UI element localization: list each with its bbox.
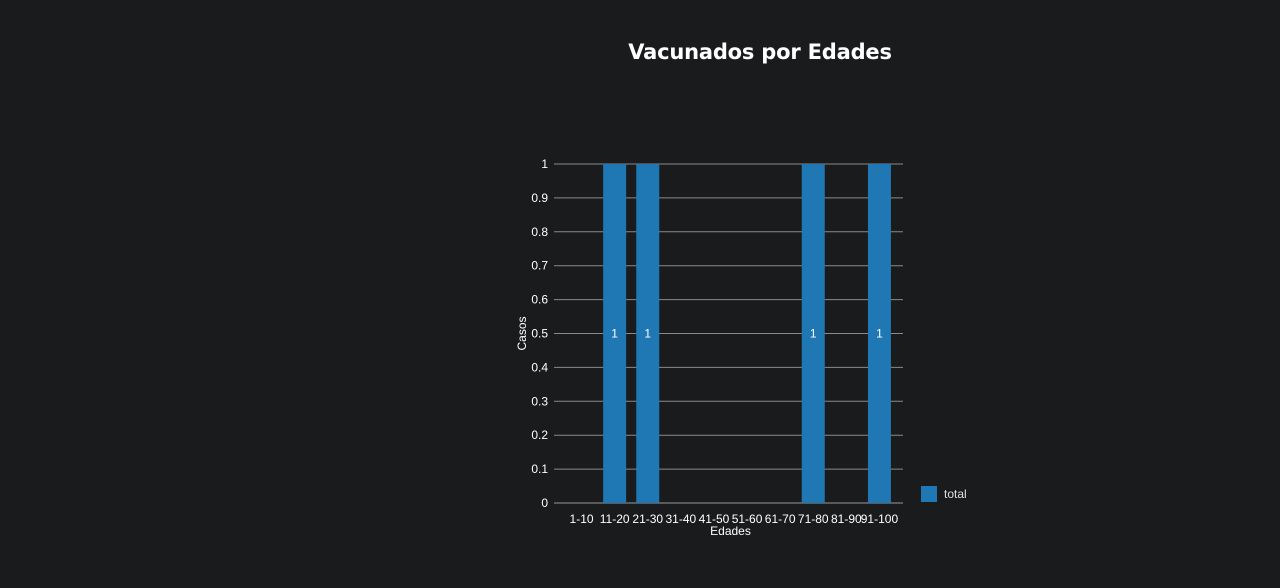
- bar[interactable]: [801, 164, 825, 503]
- y-tick-label: 0.7: [531, 259, 548, 273]
- x-tick-label: 11-20: [600, 512, 630, 526]
- x-tick-label: 91-100: [861, 512, 899, 526]
- bar-value-label: 1: [810, 327, 817, 341]
- bar-value-label: 1: [876, 327, 883, 341]
- y-tick-label: 0.8: [531, 225, 548, 239]
- legend-label[interactable]: total: [944, 487, 967, 501]
- x-tick-label: 61-70: [765, 512, 796, 526]
- bar[interactable]: [867, 164, 891, 503]
- x-tick-label: 31-40: [665, 512, 696, 526]
- x-tick-label: 1-10: [570, 512, 594, 526]
- y-tick-label: 0.9: [531, 191, 548, 205]
- bar-value-label: 1: [644, 327, 651, 341]
- y-axis-label: Casos: [515, 316, 529, 350]
- y-tick-label: 0.5: [531, 327, 548, 341]
- y-tick-label: 0.2: [531, 428, 548, 442]
- bar[interactable]: [603, 164, 627, 503]
- y-tick-label: 0.1: [531, 462, 548, 476]
- y-tick-label: 0.4: [531, 360, 548, 374]
- x-axis-label: Edades: [710, 524, 751, 538]
- y-tick-label: 0: [541, 496, 548, 510]
- legend-swatch[interactable]: [921, 486, 937, 502]
- y-tick-label: 0.3: [531, 394, 548, 408]
- x-tick-label: 81-90: [831, 512, 862, 526]
- bar-value-label: 1: [611, 327, 618, 341]
- y-tick-label: 1: [541, 157, 548, 171]
- y-tick-label: 0.6: [531, 293, 548, 307]
- x-tick-label: 71-80: [798, 512, 829, 526]
- bar[interactable]: [636, 164, 660, 503]
- x-tick-label: 41-50: [699, 512, 730, 526]
- x-tick-label: 21-30: [632, 512, 663, 526]
- x-tick-label: 51-60: [732, 512, 763, 526]
